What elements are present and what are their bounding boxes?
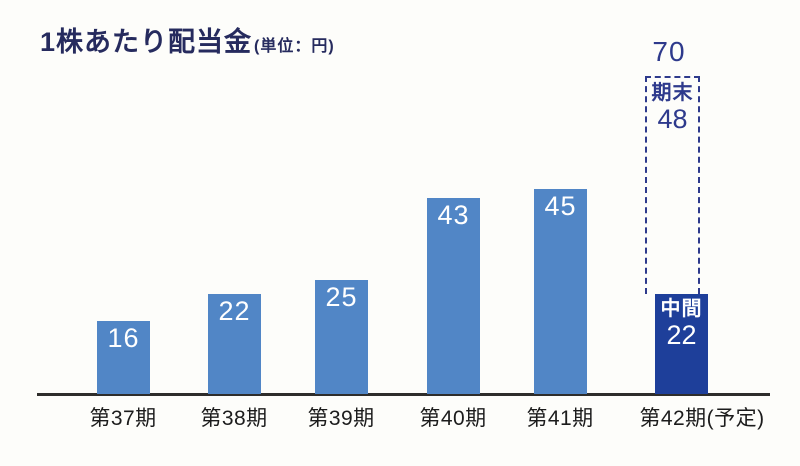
- yearend-segment-value: 48: [657, 104, 688, 134]
- dividend-bar: 16: [97, 321, 150, 394]
- bar-value-label: 43: [437, 200, 470, 230]
- chart-title: 1株あたり配当金: [40, 27, 253, 57]
- x-tick-label: 第39期: [307, 407, 375, 430]
- x-tick-label: 第40期: [419, 407, 487, 430]
- x-tick-label: 第37期: [89, 407, 157, 430]
- dividend-bar: 43: [427, 198, 480, 394]
- x-axis-line: [37, 393, 770, 396]
- interim-segment-label: 中間: [660, 298, 703, 320]
- x-tick-label: 第41期: [526, 407, 594, 430]
- bar-value-label: 22: [218, 296, 251, 326]
- chart-title-row: 1株あたり配当金 (単位：円): [40, 20, 335, 59]
- x-tick-label: 第42期(予定): [639, 407, 765, 430]
- interim-dividend-bar: 中間 22: [655, 294, 708, 394]
- forecast-yearend-box: 期末 48: [645, 76, 700, 294]
- bar-value-label: 25: [325, 282, 358, 312]
- dividend-bar: 45: [534, 189, 587, 394]
- x-tick-label: 第38期: [200, 407, 268, 430]
- yearend-segment-label: 期末: [651, 82, 694, 104]
- dividend-bar: 22: [208, 294, 261, 394]
- bar-value-label: 16: [107, 323, 140, 353]
- dividend-bar: 25: [315, 280, 368, 394]
- chart-unit-label: (単位：円): [254, 38, 335, 55]
- bar-value-label: 45: [544, 191, 577, 221]
- interim-segment-value: 22: [666, 320, 697, 350]
- forecast-total-label: 70: [652, 36, 686, 67]
